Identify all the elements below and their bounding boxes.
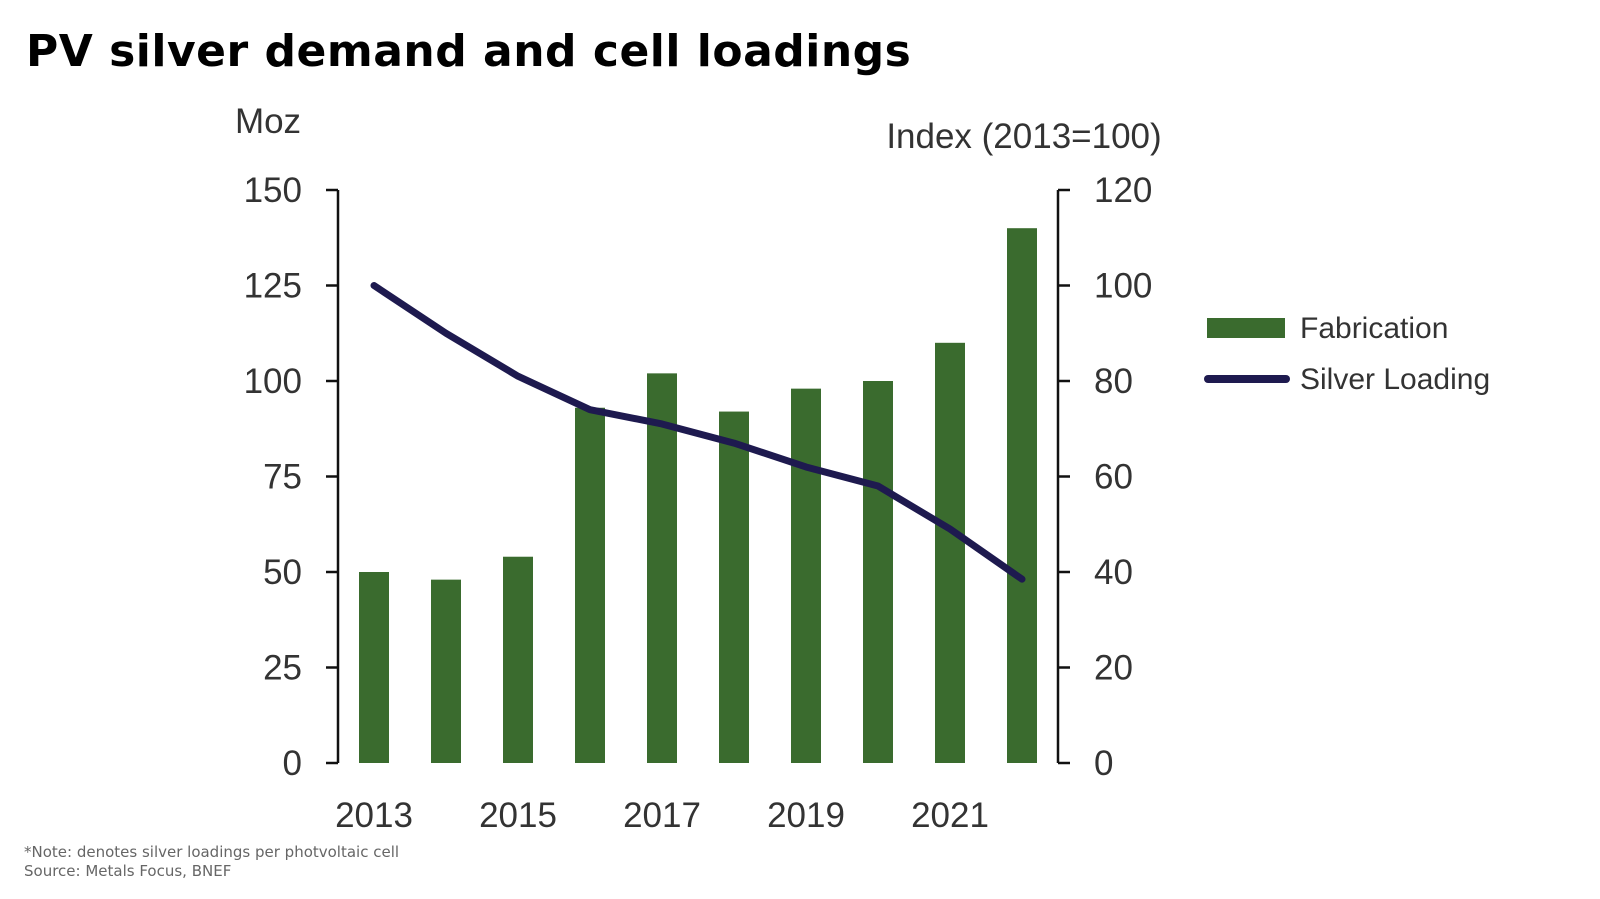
bar-2017 [647, 373, 677, 763]
legend-label-fabrication: Fabrication [1300, 312, 1448, 345]
silver-loading-line [370, 282, 1026, 583]
right-tick-label: 100 [1094, 267, 1152, 306]
left-tick-label: 150 [244, 171, 302, 210]
source-text: Source: Metals Focus, BNEF [24, 862, 232, 880]
x-tick-label: 2015 [479, 796, 557, 835]
bar-2016 [575, 407, 605, 763]
left-tick-label: 100 [244, 362, 302, 401]
x-tick-label: 2021 [911, 796, 989, 835]
legend-label-silver-loading: Silver Loading [1300, 363, 1490, 396]
note-text: *Note: denotes silver loadings per photv… [24, 843, 400, 861]
footnote: *Note: denotes silver loadings per photv… [24, 843, 399, 881]
left-tick-label: 75 [263, 458, 302, 497]
left-tick-label: 0 [283, 744, 302, 783]
right-tick-label: 0 [1094, 744, 1113, 783]
right-tick-label: 20 [1094, 649, 1133, 688]
right-axis-label: Index (2013=100) [886, 117, 1161, 156]
right-tick-label: 40 [1094, 553, 1133, 592]
x-tick-label: 2017 [623, 796, 701, 835]
legend-swatch-fabrication [1207, 318, 1285, 338]
bar-2015 [503, 556, 533, 763]
bar-2014 [431, 579, 461, 763]
page-title: PV silver demand and cell loadings [26, 26, 912, 77]
bar-2021 [935, 342, 965, 763]
x-tick-label: 2013 [335, 796, 413, 835]
bar-2020 [863, 381, 893, 763]
left-tick-label: 125 [244, 267, 302, 306]
bar-2022 [1007, 228, 1037, 763]
bar-2018 [719, 411, 749, 763]
x-tick-label: 2019 [767, 796, 845, 835]
bar-2019 [791, 388, 821, 763]
left-axis-label: Moz [235, 102, 301, 141]
left-tick-label: 50 [263, 553, 302, 592]
right-tick-label: 80 [1094, 362, 1133, 401]
right-tick-label: 60 [1094, 458, 1133, 497]
bar-2013 [359, 572, 389, 763]
right-tick-label: 120 [1094, 171, 1152, 210]
left-tick-label: 25 [263, 649, 302, 688]
